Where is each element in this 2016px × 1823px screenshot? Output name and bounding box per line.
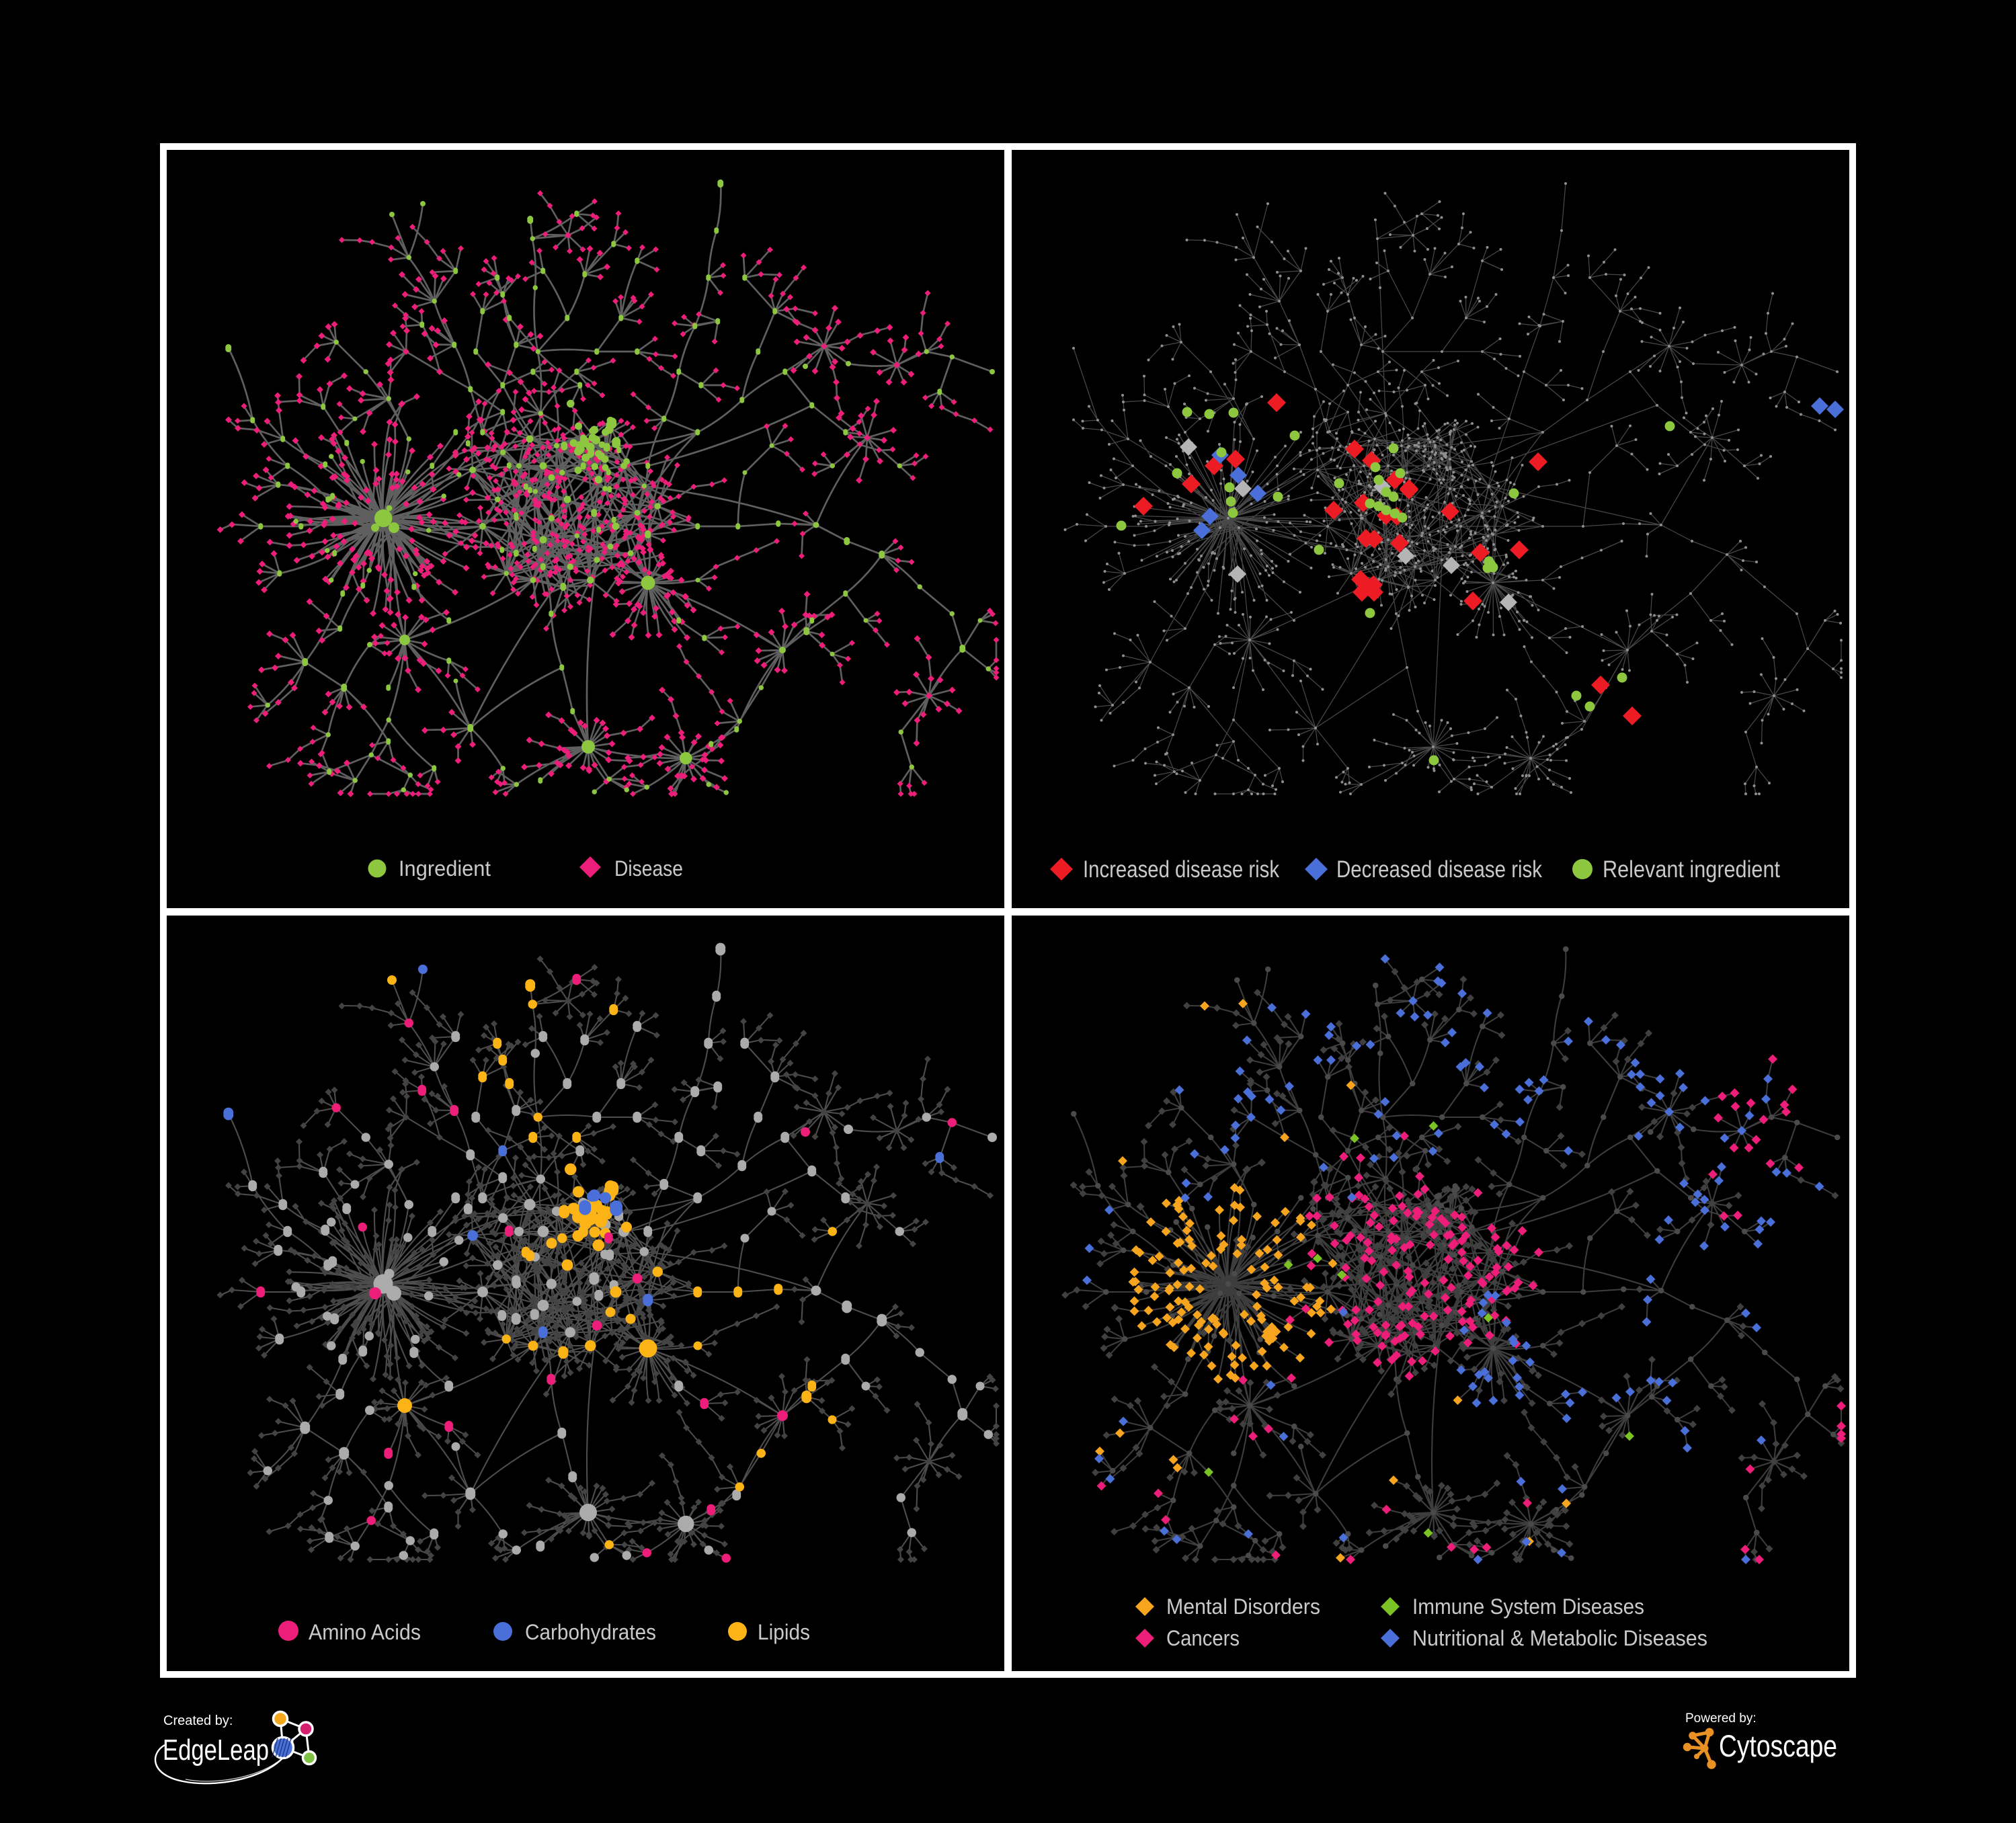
- svg-text:Powered by:: Powered by:: [1685, 1711, 1757, 1726]
- svg-text:Cancers: Cancers: [1166, 1626, 1240, 1650]
- svg-text:Amino Acids: Amino Acids: [309, 1620, 421, 1644]
- svg-text:Increased disease risk: Increased disease risk: [1083, 856, 1279, 883]
- svg-text:EdgeLeap: EdgeLeap: [163, 1734, 269, 1767]
- svg-text:Nutritional & Metabolic Diseas: Nutritional & Metabolic Diseases: [1412, 1626, 1707, 1650]
- svg-text:Immune System Diseases: Immune System Diseases: [1412, 1594, 1644, 1619]
- svg-text:Created by:: Created by:: [163, 1713, 233, 1728]
- svg-text:Carbohydrates: Carbohydrates: [525, 1620, 656, 1644]
- svg-text:Relevant ingredient: Relevant ingredient: [1603, 856, 1780, 883]
- svg-text:Disease: Disease: [614, 856, 683, 881]
- svg-text:Ingredient: Ingredient: [399, 856, 491, 881]
- svg-text:Lipids: Lipids: [758, 1620, 810, 1644]
- svg-text:Mental Disorders: Mental Disorders: [1166, 1594, 1320, 1619]
- svg-text:Decreased disease risk: Decreased disease risk: [1336, 856, 1542, 883]
- svg-text:Cytoscape: Cytoscape: [1719, 1729, 1837, 1763]
